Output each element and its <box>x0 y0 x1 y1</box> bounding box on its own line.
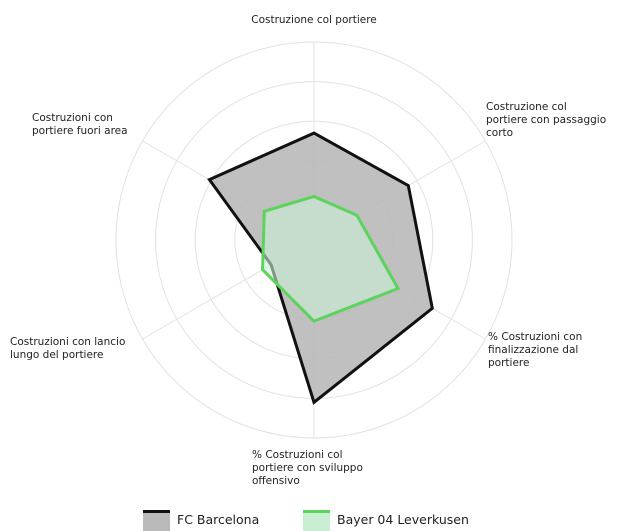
axis-label-line: offensivo <box>252 475 300 487</box>
axis-label: % Costruzioni col portiere con sviluppo of… <box>252 449 363 488</box>
axis-label-line: corto <box>486 127 514 139</box>
axis-label-line: portiere con sviluppo <box>252 462 363 474</box>
legend-label: Bayer 04 Leverkusen <box>337 512 469 527</box>
axis-label: % Costruzioni con finalizzazione dal porti… <box>488 331 582 370</box>
axis-label-line: % Costruzioni con <box>488 331 583 343</box>
axis-label-line: lungo del portiere <box>10 349 104 361</box>
legend-swatch <box>303 510 330 531</box>
legend-swatch <box>143 510 170 531</box>
axis-label: Costruzione col portiere con passaggio cor… <box>486 101 606 140</box>
axis-label-line: Costruzioni con lancio <box>10 336 126 348</box>
axis-label-line: % Costruzioni col <box>252 449 343 461</box>
axis-label-line: Costruzioni con <box>32 112 113 124</box>
axis-label-line: finalizzazione dal <box>488 344 579 356</box>
axis-label: Costruzioni con lancio lungo del portiere <box>10 336 125 362</box>
axis-label-line: portiere <box>488 357 530 369</box>
axis-label-line: portiere con passaggio <box>486 114 607 126</box>
legend-label: FC Barcelona <box>177 512 260 527</box>
axis-label-line: Costruzione col portiere <box>251 14 377 26</box>
axis-label-line: Costruzione col <box>486 101 567 113</box>
axis-label: Costruzioni con portiere fuori area <box>32 112 128 138</box>
axis-label-line: portiere fuori area <box>32 125 128 137</box>
axis-label: Costruzione col portiere <box>244 14 384 27</box>
series-area <box>261 194 401 323</box>
